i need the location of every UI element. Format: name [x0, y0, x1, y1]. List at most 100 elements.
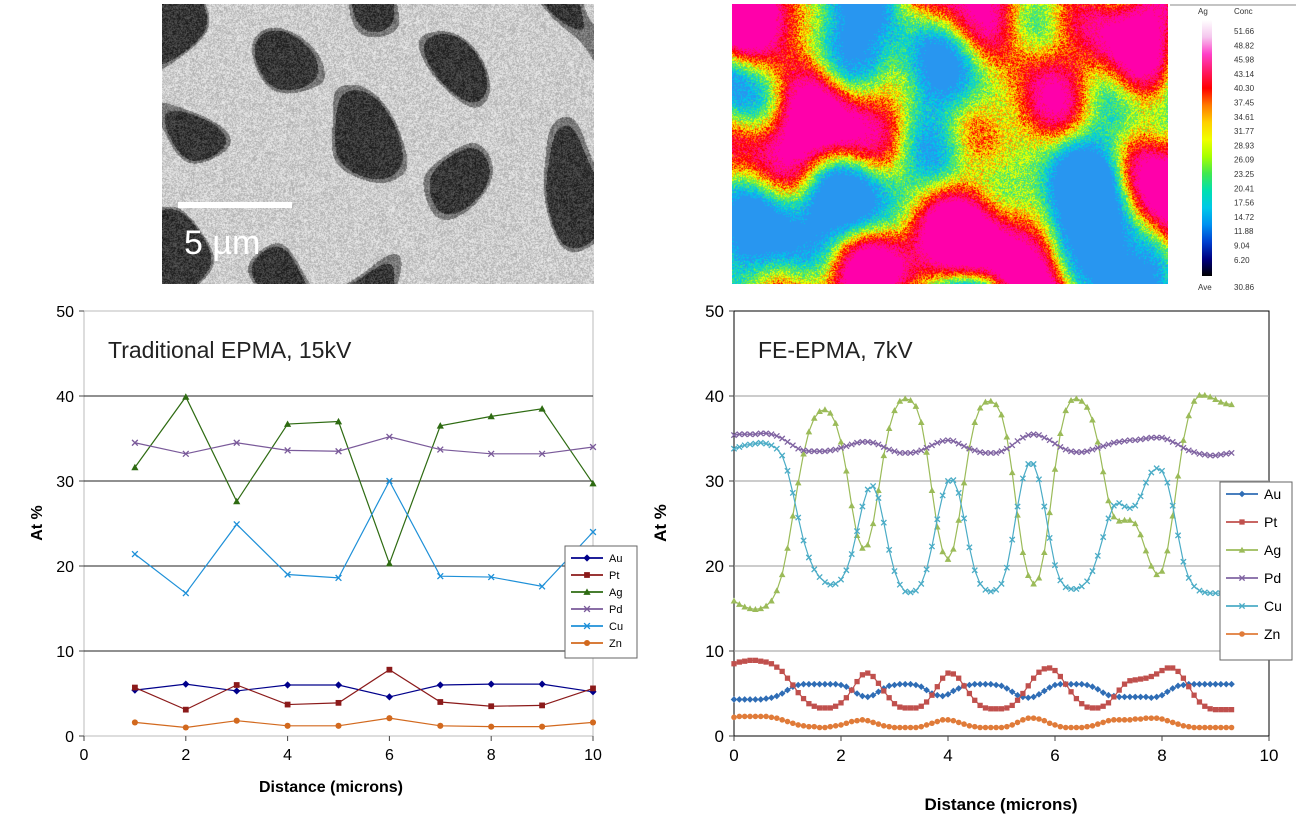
data-point	[955, 685, 962, 692]
data-point	[1105, 691, 1112, 699]
data-point	[934, 718, 941, 725]
data-point	[971, 567, 978, 574]
data-point	[1057, 443, 1064, 451]
data-point	[1158, 691, 1166, 699]
data-point	[838, 722, 844, 728]
series-pt	[132, 666, 596, 713]
data-point	[1137, 436, 1144, 443]
data-point	[929, 692, 935, 698]
y-tick-label: 10	[56, 644, 74, 661]
data-point	[816, 680, 823, 688]
data-point	[1078, 724, 1085, 731]
data-point	[1073, 680, 1080, 688]
data-point	[966, 445, 973, 452]
data-point	[993, 706, 999, 712]
data-point	[827, 680, 834, 688]
data-point	[1223, 724, 1230, 731]
series-line	[733, 659, 1232, 711]
data-point	[1169, 685, 1176, 692]
data-point	[1073, 724, 1080, 731]
data-point	[998, 448, 1005, 455]
data-point	[966, 681, 973, 689]
data-point	[1030, 715, 1037, 721]
data-point	[1217, 451, 1224, 458]
data-point	[987, 588, 994, 595]
data-point	[790, 720, 796, 727]
data-point	[800, 695, 807, 702]
data-point	[1201, 680, 1209, 688]
data-point	[1003, 445, 1010, 452]
data-point	[1142, 693, 1150, 701]
data-point	[923, 444, 930, 451]
x-tick-label: 10	[584, 747, 602, 764]
data-point	[1020, 690, 1026, 697]
scale-level-label: 40.30	[1234, 84, 1255, 93]
data-point	[1084, 448, 1091, 455]
data-point	[1164, 717, 1171, 724]
data-point	[1132, 502, 1139, 509]
data-point	[1100, 534, 1107, 541]
data-point	[233, 687, 241, 695]
data-point	[1003, 433, 1011, 440]
x-tick-label: 10	[1260, 746, 1279, 765]
legend-marker	[1238, 490, 1246, 498]
data-point	[730, 696, 738, 703]
scale-level-label: 31.77	[1234, 127, 1255, 136]
data-point	[386, 715, 393, 722]
data-point	[1110, 513, 1118, 520]
data-point	[944, 437, 952, 444]
data-point	[885, 682, 893, 690]
data-point	[789, 489, 796, 496]
data-point	[131, 463, 139, 471]
x-tick-label: 6	[1050, 746, 1059, 765]
data-point	[233, 497, 241, 505]
data-point	[966, 544, 973, 551]
data-point	[436, 572, 444, 580]
chart-title: FE-EPMA, 7kV	[758, 337, 913, 363]
data-point	[779, 435, 786, 442]
data-point	[859, 717, 866, 723]
data-point	[918, 447, 925, 454]
data-point	[1041, 503, 1048, 510]
bse-micrograph: 5 µm	[162, 4, 594, 284]
data-point	[763, 430, 770, 437]
data-point	[950, 717, 957, 724]
data-point	[1115, 693, 1123, 701]
series-ag	[730, 391, 1235, 612]
data-point	[880, 722, 887, 729]
y-axis-label: At %	[651, 504, 670, 542]
data-point	[1164, 436, 1171, 443]
data-point	[939, 717, 946, 723]
data-point	[1079, 701, 1085, 707]
data-point	[1196, 699, 1203, 705]
data-point	[1212, 707, 1219, 713]
legend-marker	[583, 588, 591, 595]
data-point	[821, 680, 829, 688]
data-point	[1008, 469, 1016, 476]
data-point	[1228, 707, 1235, 713]
data-point	[784, 467, 791, 474]
data-point	[816, 448, 823, 455]
data-point	[1164, 688, 1171, 696]
data-point	[865, 670, 871, 676]
data-point	[538, 450, 546, 458]
data-point	[950, 687, 957, 695]
data-point	[886, 446, 893, 453]
data-point	[1084, 578, 1091, 585]
legend-marker	[583, 622, 591, 630]
data-point	[1116, 500, 1123, 507]
data-point	[1014, 437, 1021, 445]
data-point	[998, 682, 1005, 690]
data-point	[843, 443, 850, 450]
data-point	[870, 439, 877, 446]
data-point	[784, 718, 791, 725]
data-point	[736, 713, 743, 720]
data-point	[859, 544, 866, 551]
data-point	[971, 680, 979, 688]
data-point	[998, 580, 1005, 587]
data-point	[1078, 449, 1085, 456]
data-point	[864, 486, 871, 493]
data-point	[976, 680, 984, 688]
data-point	[918, 723, 925, 730]
data-point	[436, 681, 444, 689]
